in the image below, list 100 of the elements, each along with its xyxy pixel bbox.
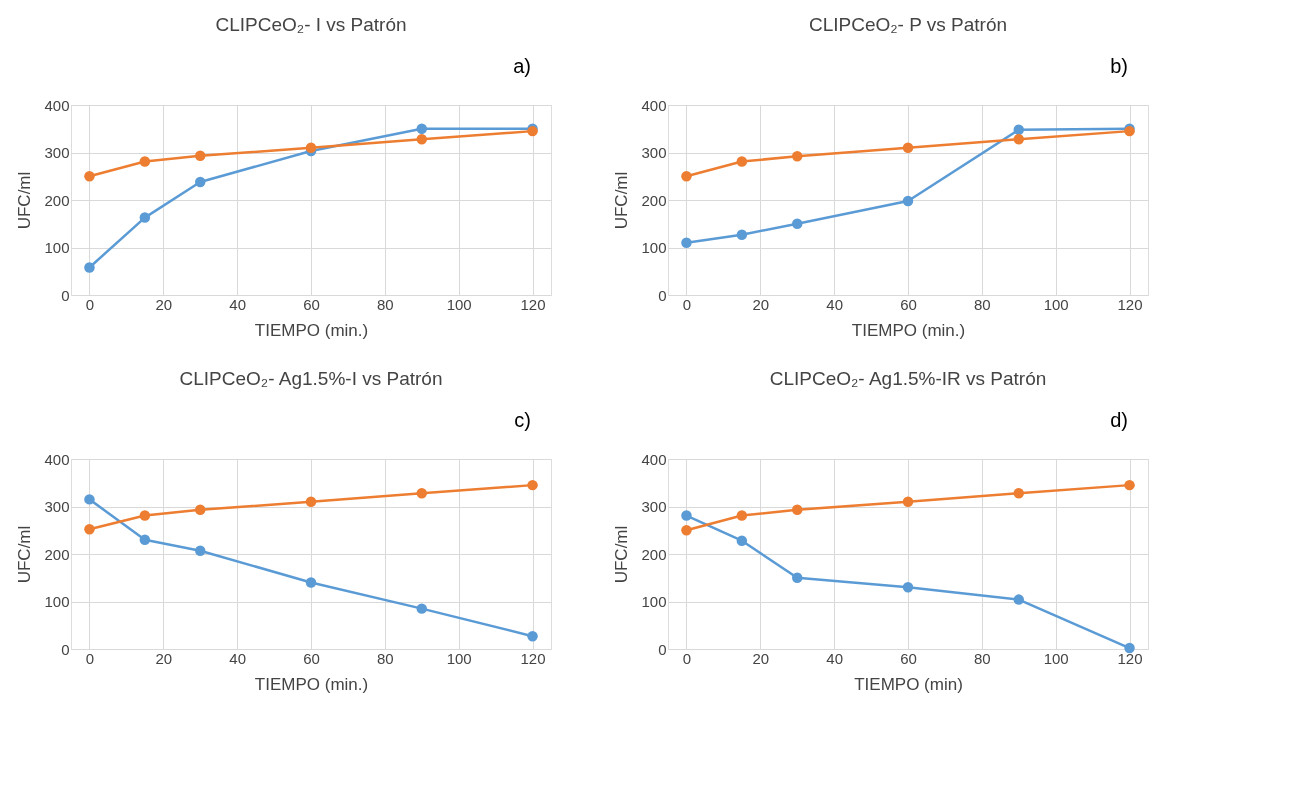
point xyxy=(681,510,692,521)
point xyxy=(791,504,803,516)
x-tick-label: 80 xyxy=(974,295,991,313)
point xyxy=(1013,124,1025,135)
y-tick-label: 100 xyxy=(44,593,70,610)
x-tick-label: 120 xyxy=(520,649,546,667)
x-tick-label: 80 xyxy=(974,649,991,667)
point xyxy=(84,171,95,182)
x-tick-label: 20 xyxy=(752,649,770,667)
y-tick-label: 400 xyxy=(44,450,70,468)
y-axis-title: UFC/ml xyxy=(612,171,632,230)
point xyxy=(305,577,317,588)
y-tick-label: 300 xyxy=(44,498,70,515)
y-tick-label: 400 xyxy=(44,96,70,114)
y-tick-label: 200 xyxy=(641,191,667,209)
x-tick-label: 60 xyxy=(303,649,320,667)
point xyxy=(736,229,748,240)
x-tick-label: 60 xyxy=(900,295,917,313)
x-tick-label: 40 xyxy=(826,295,843,313)
x-tick-label: 80 xyxy=(377,649,394,667)
point xyxy=(139,212,151,223)
point xyxy=(305,496,317,507)
point xyxy=(139,534,151,545)
x-tick-label: 40 xyxy=(229,295,246,313)
point xyxy=(1013,594,1025,605)
y-tick-label: 200 xyxy=(44,545,70,563)
point xyxy=(736,156,748,167)
point xyxy=(194,176,206,188)
x-tick-label: 0 xyxy=(85,295,95,313)
point xyxy=(902,195,914,207)
point xyxy=(139,510,151,521)
x-tick-label: 20 xyxy=(752,295,770,313)
point xyxy=(791,151,803,162)
x-tick-label: 0 xyxy=(682,649,692,667)
y-tick-label: 200 xyxy=(641,545,667,563)
y-tick-label: 200 xyxy=(44,191,70,209)
point xyxy=(736,535,748,546)
y-axis-title: UFC/ml xyxy=(612,525,632,584)
x-tick-label: 80 xyxy=(377,295,394,313)
y-tick-label: 100 xyxy=(44,239,70,256)
point xyxy=(1013,133,1025,145)
point xyxy=(416,133,428,145)
point xyxy=(902,496,914,507)
y-tick-label: 400 xyxy=(641,96,667,114)
x-tick-label: 20 xyxy=(155,295,173,313)
x-tick-label: 100 xyxy=(446,295,472,313)
point xyxy=(681,237,692,248)
x-tick-label: 20 xyxy=(155,649,173,667)
point xyxy=(791,218,803,229)
point xyxy=(681,525,692,536)
point xyxy=(84,524,95,535)
text: a) xyxy=(513,55,531,77)
point xyxy=(902,582,914,593)
x-tick-label: 60 xyxy=(303,295,320,313)
x-tick-label: 0 xyxy=(682,295,692,313)
point xyxy=(681,171,692,182)
point xyxy=(416,603,428,614)
point xyxy=(416,123,428,134)
point xyxy=(791,572,803,583)
x-tick-label: 40 xyxy=(826,649,843,667)
text: d) xyxy=(1110,409,1128,431)
y-tick-label: 300 xyxy=(44,144,70,161)
x-axis-title: TIEMPO (min) xyxy=(854,674,963,694)
point xyxy=(527,630,538,642)
point xyxy=(194,504,206,516)
x-tick-label: 40 xyxy=(229,649,246,667)
point xyxy=(1124,642,1135,654)
point xyxy=(1013,487,1025,499)
y-tick-label: 300 xyxy=(641,144,667,161)
y-axis-title: UFC/ml xyxy=(15,525,35,584)
point xyxy=(736,510,748,521)
x-tick-label: 120 xyxy=(1117,649,1143,667)
y-tick-label: 300 xyxy=(641,498,667,515)
chart-title: CLIPCeO₂- I vs Patrón xyxy=(215,14,407,35)
point xyxy=(84,262,95,273)
x-tick-label: 100 xyxy=(446,649,472,667)
point xyxy=(194,150,206,162)
y-tick-label: 100 xyxy=(641,239,667,256)
point xyxy=(416,487,428,499)
y-tick-label: 400 xyxy=(641,450,667,468)
x-tick-label: 100 xyxy=(1043,649,1069,667)
x-tick-label: 120 xyxy=(520,295,546,313)
chart-title: CLIPCeO₂- P vs Patrón xyxy=(808,14,1008,35)
point xyxy=(1124,479,1135,491)
y-tick-label: 100 xyxy=(641,593,667,610)
x-tick-label: 120 xyxy=(1117,295,1143,313)
point xyxy=(305,142,317,153)
point xyxy=(902,142,914,153)
x-axis-title: TIEMPO (min.) xyxy=(254,674,369,694)
x-axis-title: TIEMPO (min.) xyxy=(254,320,369,340)
x-axis-title: TIEMPO (min.) xyxy=(851,320,966,340)
chart-title: CLIPCeO₂- Ag1.5%-I vs Patrón xyxy=(179,368,443,389)
y-axis-title: UFC/ml xyxy=(15,171,35,230)
x-tick-label: 100 xyxy=(1043,295,1069,313)
point xyxy=(84,494,95,505)
point xyxy=(139,156,151,167)
text: b) xyxy=(1110,55,1128,77)
x-tick-label: 0 xyxy=(85,649,95,667)
chart-title: CLIPCeO₂- Ag1.5%-IR vs Patrón xyxy=(769,368,1047,389)
point xyxy=(527,479,538,491)
